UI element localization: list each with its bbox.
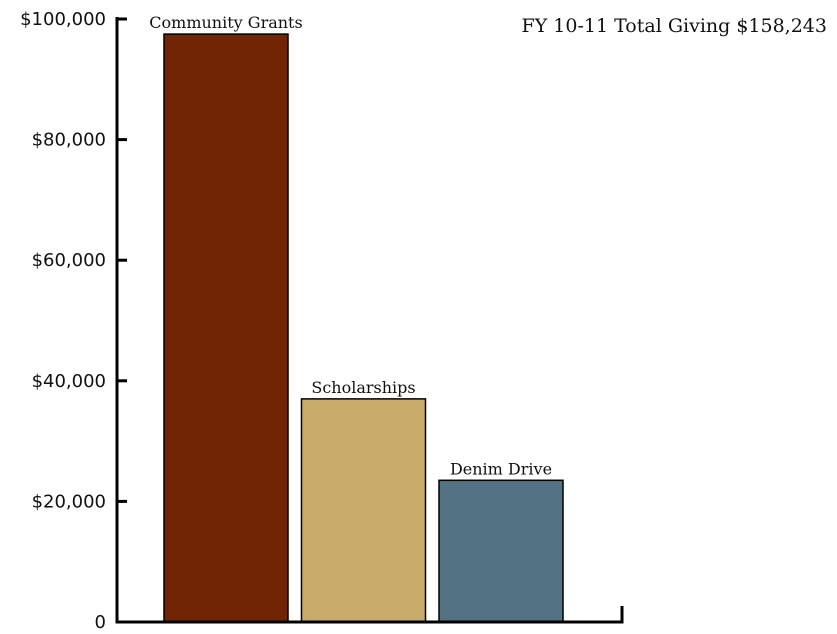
bar-scholarships xyxy=(300,398,427,623)
bar-labels: Community Grants Scholarships Denim Drive xyxy=(149,13,552,478)
bar-label: Community Grants xyxy=(149,13,302,32)
bars xyxy=(163,33,564,623)
x-axis xyxy=(115,606,624,624)
bar-label: Scholarships xyxy=(311,378,415,397)
bar-denim-drive xyxy=(438,479,564,623)
y-tick-label: $40,000 xyxy=(32,371,106,392)
bar-label: Denim Drive xyxy=(450,459,552,478)
y-tick-label: $20,000 xyxy=(32,491,106,512)
y-tick-label: 0 xyxy=(95,612,106,633)
y-tick-label: $100,000 xyxy=(20,9,106,30)
y-tick-label: $60,000 xyxy=(32,250,106,271)
y-axis: 0 $20,000 $40,000 $60,000 $80,000 $100,000 xyxy=(20,9,127,633)
bar-community-grants xyxy=(163,33,289,623)
chart-title: FY 10-11 Total Giving $158,243 xyxy=(522,15,827,37)
y-tick-label: $80,000 xyxy=(32,130,106,151)
